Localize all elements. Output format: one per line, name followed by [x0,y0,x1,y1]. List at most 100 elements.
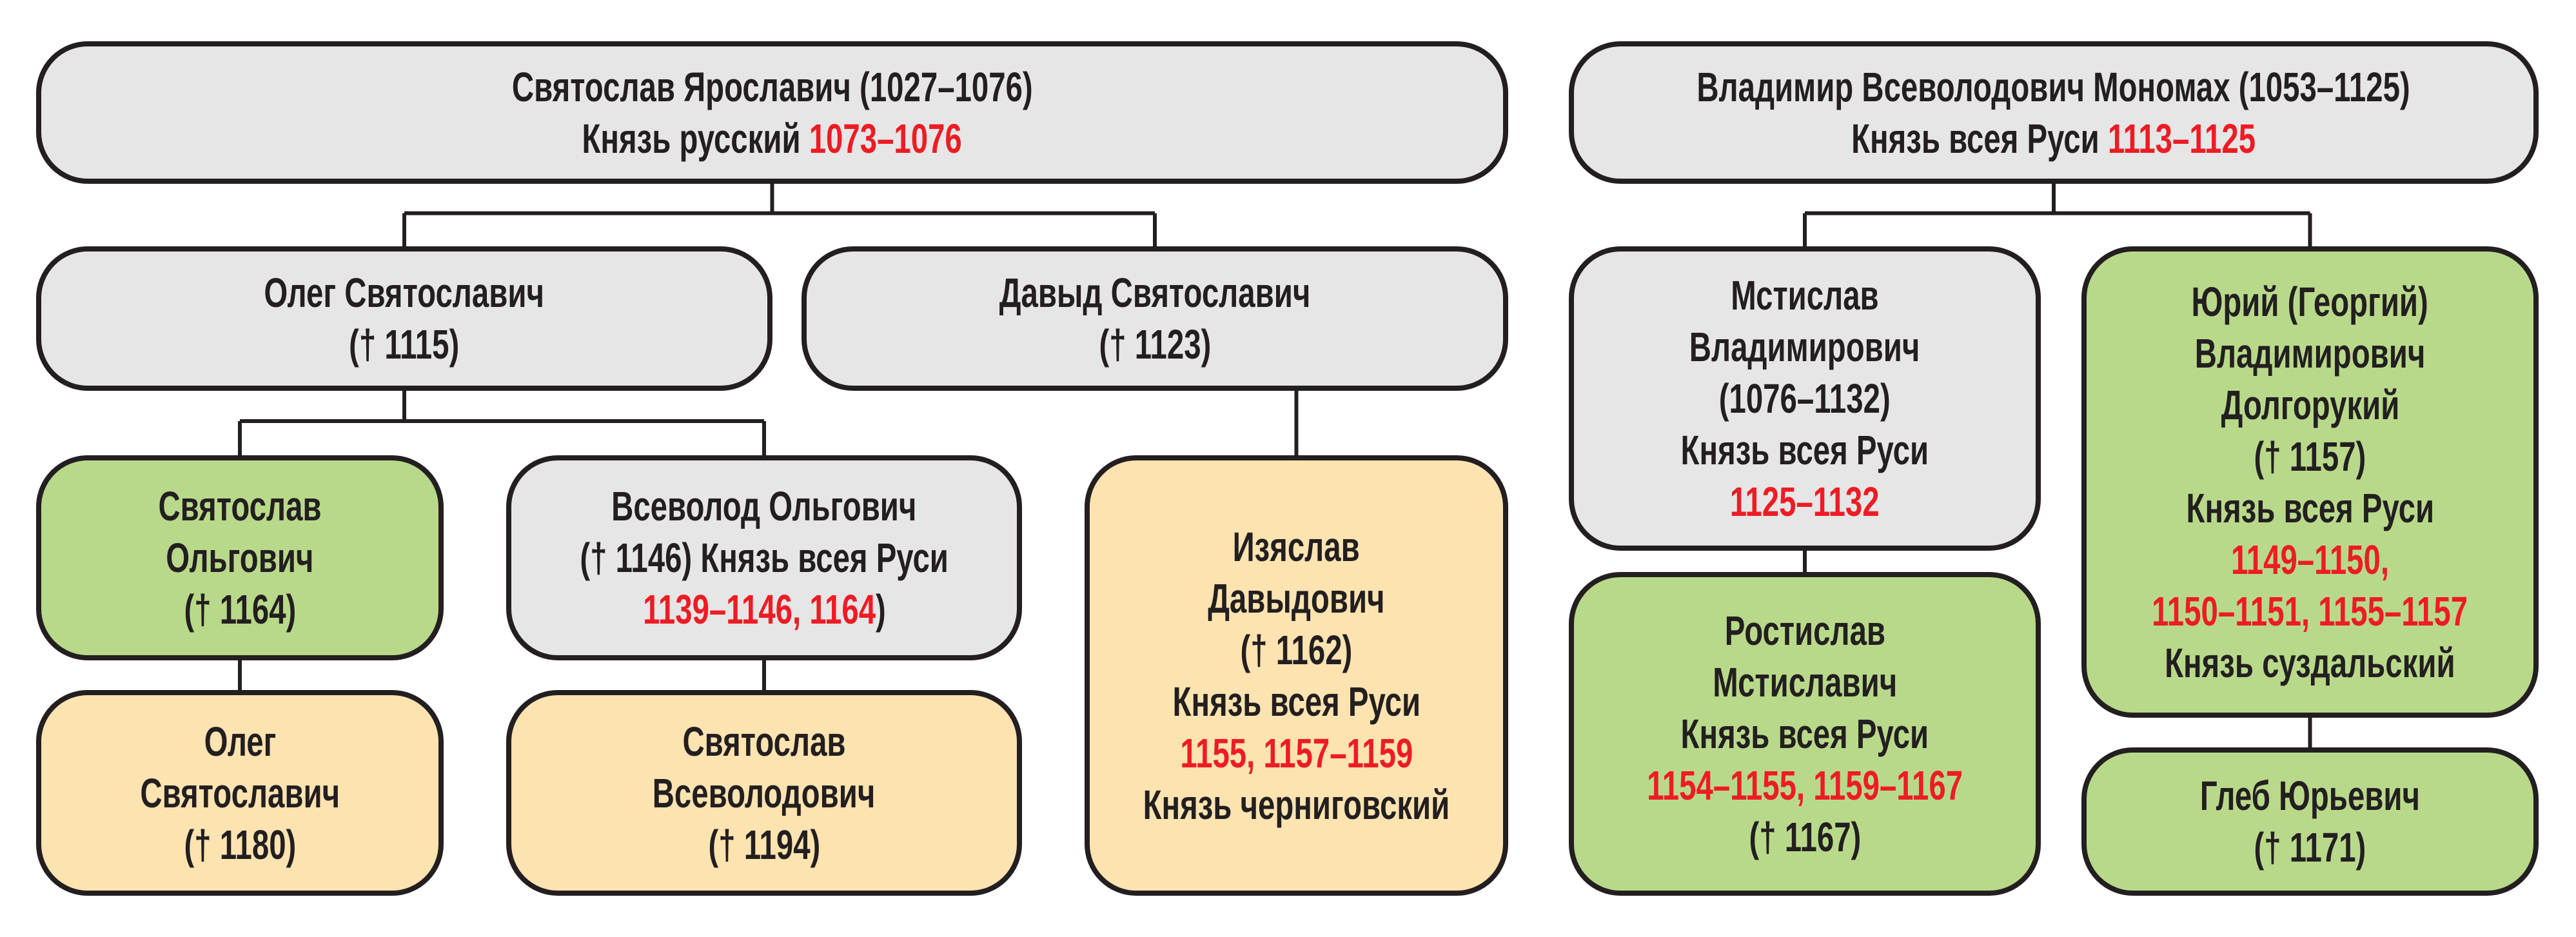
reign-years: 1113–1125 [2108,115,2256,162]
person-text: († 1123) [1099,321,1211,368]
person-text: Князь всея Руси [1172,678,1421,725]
person-box-yuri-dolgoruky: Юрий (Георгий) Владимирович Долгорукий († 1… [2081,246,2539,718]
person-text: Князь всея Руси [1851,115,2109,162]
text-line: Олег [204,716,276,767]
text-line: Юрий (Георгий) [2192,276,2428,328]
person-text: († 1115) [349,321,460,368]
person-text: Князь черниговский [1143,781,1450,828]
person-text: Юрий (Георгий) [2191,278,2429,325]
text-line: 1125–1132 [1730,476,1880,528]
person-box-vladimir-monomakh: Владимир Всеволодович Мономах (1053–1125… [1569,41,2539,184]
person-box-oleg-svyatoslavich: Олег Святославич († 1115) [36,246,772,391]
reign-years: 1073–1076 [809,115,963,162]
text-line: († 1180) [184,819,296,871]
reign-years: 1139–1146, 1164 [642,586,876,633]
text-line: († 1115) [349,319,459,370]
person-box-oleg-svyatoslavich-1180: Олег Святославич († 1180) [36,690,444,896]
text-line: Святослав Ярославич (1027–1076) [512,61,1033,113]
text-line: Всеволодович [653,767,876,819]
text-line: († 1167) [1749,811,1861,863]
person-text: († 1180) [184,821,296,868]
reign-years: 1150–1151, 1155–1157 [2152,587,2468,635]
person-text: († 1164) [184,586,296,633]
person-text: Ростислав [1724,607,1885,654]
text-line: Ольгович [166,532,313,584]
text-line: Князь всея Руси [1681,424,1929,476]
text-line: Князь русский 1073–1076 [582,113,962,164]
text-line: Давыд Святославич [999,267,1311,319]
person-box-svyatoslav-yaroslavich: Святослав Ярославич (1027–1076) Князь рус… [36,41,1508,184]
person-box-svyatoslav-olgovich: Святослав Ольгович († 1164) [36,455,444,660]
person-text: († 1162) [1240,626,1353,673]
text-line: († 1123) [1099,319,1211,370]
text-line: Князь всея Руси [1681,708,1929,760]
text-line: 1150–1151, 1155–1157 [2152,586,2468,637]
text-line: Ростислав [1724,605,1885,656]
text-line: Мстислав [1731,270,1878,321]
person-text: Мстислав [1731,272,1879,319]
text-line: Князь суздальский [2165,637,2455,689]
person-text: († 1146) Князь всея Руси [580,535,949,581]
text-line: Князь всея Руси [1172,676,1421,727]
text-line: 1154–1155, 1159–1167 [1647,760,1963,811]
person-text: Святослав [682,718,846,765]
person-box-izyaslav-davydovich: Изяслав Давыдович († 1162) Князь всея Руси 1… [1085,455,1508,896]
person-text: († 1194) [708,821,820,868]
reign-years: 1125–1132 [1730,478,1880,525]
person-box-davyd-svyatoslavich: Давыд Святославич († 1123) [801,246,1508,391]
text-line: († 1157) [2254,431,2366,482]
person-text: († 1171) [2254,824,2366,871]
person-text: Олег Святославич [264,270,545,316]
person-text: Всеволодович [653,769,876,816]
text-line: Владимир Всеволодович Мономах (1053–1125… [1697,61,2410,113]
person-box-svyatoslav-vsevolodovich: Святослав Всеволодович († 1194) [506,690,1022,896]
person-text: Всеволод Ольгович [611,483,917,529]
text-line: Глеб Юрьевич [2200,770,2420,822]
text-line: Олег Святославич [264,267,545,319]
text-line: († 1164) [184,584,296,635]
person-text: (1076–1132) [1719,375,1891,422]
text-line: († 1162) [1241,624,1353,676]
person-box-mstislav-vladimirovich: Мстислав Владимирович (1076–1132) Князь все… [1569,246,2041,551]
person-text: Владимирович [1689,324,1920,370]
person-text: Мстиславич [1713,659,1897,705]
person-text: Князь всея Руси [2186,484,2434,531]
text-line: Владимирович [1689,321,1920,373]
person-box-gleb-yurievich: Глеб Юрьевич († 1171) [2081,747,2539,896]
text-line: Владимирович [2195,328,2426,379]
person-text: Владимирович [2194,330,2426,377]
text-line: († 1146) Князь всея Руси [580,532,949,584]
person-text: Святослав Ярославич (1027–1076) [511,63,1033,110]
person-text: Долгорукий [2221,381,2399,428]
text-line: Святослав [682,716,845,767]
text-line: († 1171) [2254,822,2366,873]
text-line: Князь всея Руси 1113–1125 [1852,113,2256,164]
person-text: Святослав [158,483,322,529]
person-text: († 1167) [1749,814,1861,860]
reign-years: 1149–1150, [2231,536,2389,583]
person-text: Олег [204,718,276,765]
person-text: († 1157) [2254,433,2366,480]
person-box-rostislav-mstislavich: Ростислав Мстиславич Князь всея Руси 1154–1… [1569,572,2041,896]
person-text: Давыд Святославич [999,270,1311,316]
reign-years: 1154–1155, 1159–1167 [1647,762,1963,809]
text-line: († 1194) [708,819,820,871]
person-text: Князь всея Руси [1680,711,1929,757]
text-line: Князь черниговский [1143,779,1450,831]
person-text: Святославич [140,769,340,816]
person-box-vsevolod-olgovich: Всеволод Ольгович († 1146) Князь всея Рус… [506,455,1022,660]
text-line: Святославич [140,767,340,819]
person-text: Ольгович [166,535,314,581]
text-line: Мстиславич [1713,656,1897,708]
text-line: 1155, 1157–1159 [1180,727,1413,779]
text-line: Долгорукий [2221,379,2399,431]
text-line: Князь всея Руси [2186,482,2434,534]
text-line: Всеволод Ольгович [611,480,916,532]
reign-years: 1155, 1157–1159 [1180,729,1413,776]
person-text: Глеб Юрьевич [2199,773,2421,819]
text-line: (1076–1132) [1719,373,1891,424]
person-text: Князь русский [582,115,810,162]
text-line: 1139–1146, 1164) [643,584,886,635]
